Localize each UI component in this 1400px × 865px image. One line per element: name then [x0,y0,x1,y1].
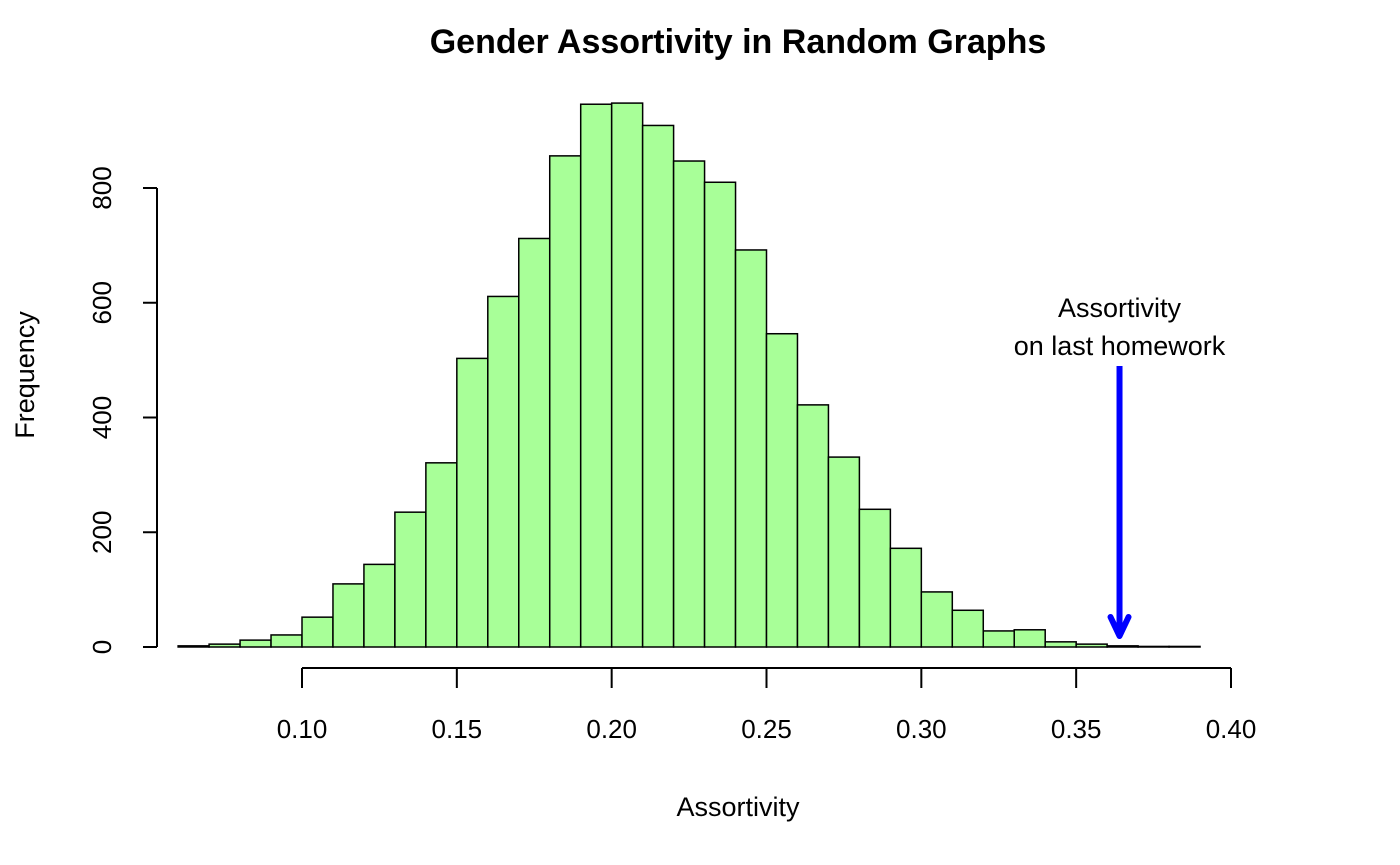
histogram-bar [332,583,365,648]
x-axis-ticks: 0.10 0.15 0.20 0.25 0.30 0.35 0.40 [277,668,1257,744]
histogram-bar [703,181,737,648]
histogram-bar [548,155,582,648]
histogram-bar [765,332,799,648]
histogram-bar [920,591,954,648]
histogram-bar [796,404,830,648]
y-axis-ticks: 0 200 400 600 800 [87,166,157,654]
y-tick-label: 800 [87,166,117,209]
histogram-bar [301,616,334,648]
histogram-bar [951,609,985,648]
histogram-bar [177,645,210,648]
x-axis-title: Assortivity [676,792,800,822]
histogram-bar [641,124,675,648]
chart-title: Gender Assortivity in Random Graphs [430,23,1047,61]
x-tick-label: 0.35 [1051,714,1102,744]
histogram-bar [672,160,706,648]
histogram-bar [394,511,427,648]
histogram-bar [982,630,1015,648]
histogram-bar [579,103,613,648]
histogram-bar [518,237,551,648]
histogram-bar [1013,629,1046,648]
histogram-bar [456,357,489,648]
annotation-text-line1: Assortivity [1058,293,1182,323]
y-tick-label: 600 [87,281,117,324]
bars-group [177,102,1201,648]
histogram-bar [889,547,923,648]
y-tick-label: 200 [87,511,117,554]
x-tick-label: 0.25 [741,714,792,744]
histogram-bar [1044,641,1077,648]
histogram-bar [858,508,892,648]
histogram-bar [1137,645,1170,648]
histogram-bar [270,634,303,648]
histogram-bar [1075,643,1108,648]
histogram-bar [208,643,241,648]
histogram-bar [487,295,520,648]
y-tick-label: 0 [87,640,117,654]
histogram-bar [610,102,644,648]
x-tick-label: 0.40 [1206,714,1257,744]
annotation-arrow-head [1107,614,1132,639]
y-tick-label: 400 [87,396,117,439]
histogram-bar [827,456,861,648]
x-tick-label: 0.30 [896,714,947,744]
annotation-group: Assortivity on last homework [1014,293,1226,639]
y-axis-title: Frequency [10,311,40,439]
x-tick-label: 0.15 [432,714,483,744]
x-tick-label: 0.10 [277,714,328,744]
histogram-bar [239,639,272,648]
annotation-text-line2: on last homework [1014,331,1226,361]
x-tick-label: 0.20 [586,714,637,744]
histogram-bar [1106,645,1139,648]
histogram-bar [363,563,396,648]
histogram-bar [1168,645,1201,648]
histogram-bar [425,462,458,648]
histogram-bar [734,249,768,648]
